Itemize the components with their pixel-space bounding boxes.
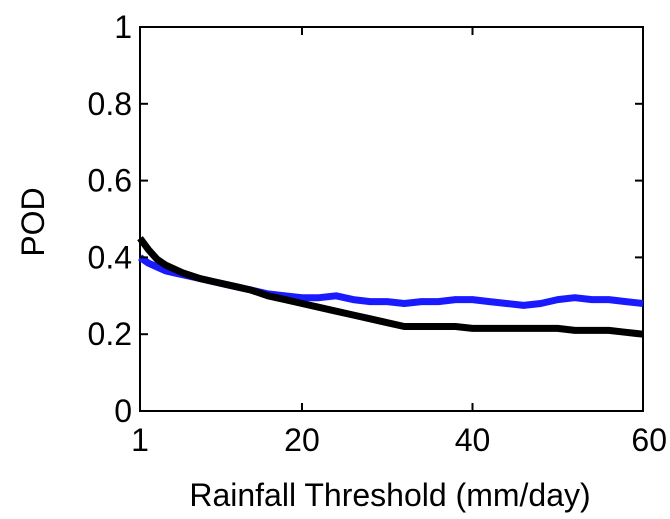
y-tick-label: 1 <box>114 9 132 45</box>
x-tick-label: 60 <box>631 422 667 458</box>
y-tick-label: 0.2 <box>88 316 132 352</box>
x-tick-label: 40 <box>455 422 491 458</box>
axes-layer: 0 0.2 0.4 0.6 0.8 1 1 20 40 60 <box>88 9 667 458</box>
series-layer <box>137 236 644 338</box>
plot-frame <box>139 26 644 412</box>
x-tick-label: 20 <box>284 422 320 458</box>
y-tick-label: 0.6 <box>88 163 132 199</box>
y-tick-label: 0 <box>114 393 132 429</box>
x-tick-label: 1 <box>131 422 149 458</box>
series-line-2 <box>137 236 644 338</box>
x-axis-label: Rainfall Threshold (mm/day) <box>189 477 590 513</box>
plot-area <box>139 26 644 412</box>
y-tick-label: 0.8 <box>88 86 132 122</box>
y-tick-label: 0.4 <box>88 239 132 275</box>
y-axis-label: POD <box>15 187 51 256</box>
